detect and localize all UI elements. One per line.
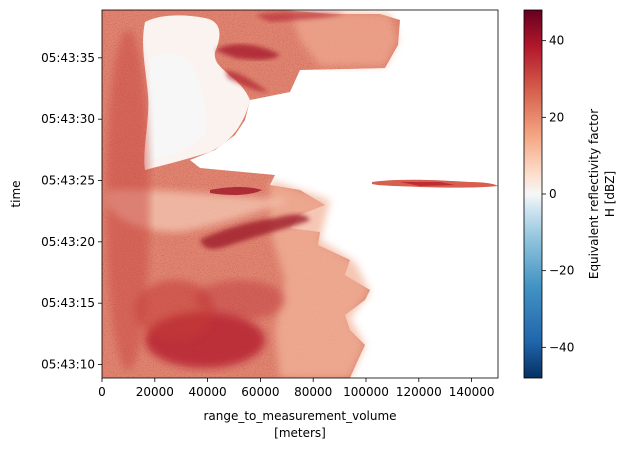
y-tick-label: 05:43:10 [41, 358, 95, 372]
x-axis-label: range_to_measurement_volume [203, 409, 396, 423]
x-axis-ticks: 0 20000 40000 60000 80000 100000 120000 140000 [98, 378, 495, 399]
x-tick-label: 140000 [449, 385, 495, 399]
colorbar [523, 9, 543, 379]
x-tick-label: 60000 [241, 385, 279, 399]
y-tick-label: 05:43:25 [41, 174, 95, 188]
x-tick-label: 80000 [294, 385, 332, 399]
y-tick-label: 05:43:30 [41, 112, 95, 126]
colorbar-tick-label: 20 [549, 110, 564, 124]
colorbar-label-line1: Equivalent reflectivity factor [587, 109, 601, 279]
y-axis-ticks: 05:43:10 05:43:15 05:43:20 05:43:25 05:43:30… [41, 51, 102, 372]
plot-frame [101, 9, 499, 379]
heatmap-field [102, 10, 498, 378]
colorbar-ticks: −40 −20 0 20 40 [542, 34, 574, 354]
colorbar-tick-label: −40 [549, 340, 574, 354]
y-tick-label: 05:43:20 [41, 235, 95, 249]
x-axis-units: [meters] [274, 426, 326, 440]
x-tick-label: 40000 [189, 385, 227, 399]
y-tick-label: 05:43:35 [41, 51, 95, 65]
y-tick-label: 05:43:15 [41, 296, 95, 310]
colorbar-tick-label: 0 [549, 187, 557, 201]
x-tick-label: 120000 [396, 385, 442, 399]
colorbar-tick-label: −20 [549, 264, 574, 278]
colorbar-label-line2: H [dBZ] [603, 171, 617, 217]
x-tick-label: 100000 [343, 385, 389, 399]
colorbar-tick-label: 40 [549, 34, 564, 48]
y-axis-label: time [9, 180, 23, 207]
x-tick-label: 0 [98, 385, 106, 399]
x-tick-label: 20000 [136, 385, 174, 399]
